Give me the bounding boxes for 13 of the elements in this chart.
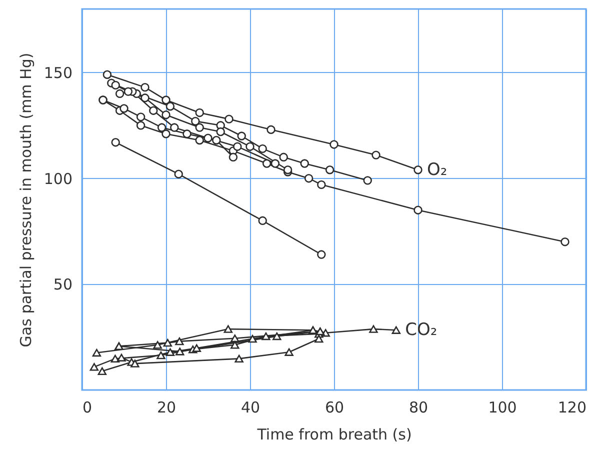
x-tick-label: 100: [488, 398, 517, 416]
y-axis-title: Gas partial pressure in mouth (mm Hg): [16, 52, 35, 348]
x-tick-label: 80: [408, 398, 428, 416]
x-tick-label: 0: [82, 398, 92, 416]
y-tick-label: 150: [44, 64, 72, 82]
x-tick-label: 40: [240, 398, 260, 416]
x-tick-label: 60: [324, 398, 344, 416]
x-tick-label: 120: [558, 398, 586, 416]
y-tick-label: 100: [44, 170, 72, 188]
y-tick-label: 50: [53, 276, 72, 294]
x-axis-title: Time from breath (s): [256, 426, 412, 444]
x-tick-label: 20: [156, 398, 176, 416]
series-label: O₂: [427, 160, 448, 180]
